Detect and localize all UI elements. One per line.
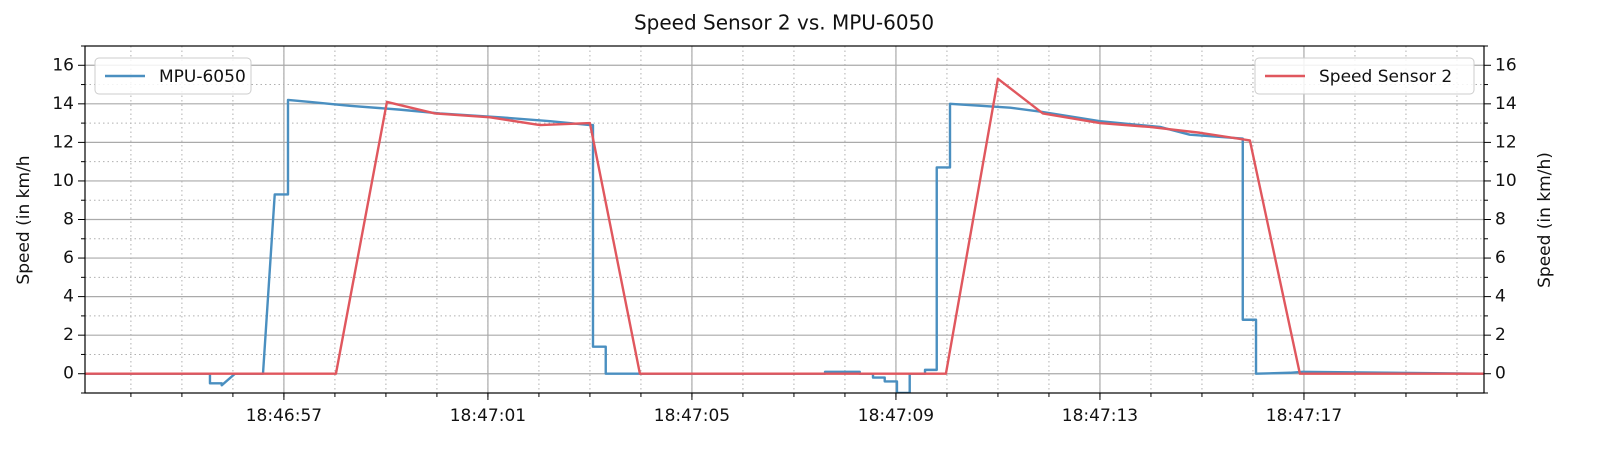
series-line <box>85 98 1484 393</box>
plot-frame <box>84 45 1485 394</box>
y-tick-label: 6 <box>63 248 74 268</box>
y-tick-label: 16 <box>52 55 74 75</box>
legend-label: Speed Sensor 2 <box>1319 67 1452 87</box>
y-tick-label: 4 <box>63 287 74 307</box>
x-tick-label: 18:47:01 <box>450 406 526 426</box>
legend-box <box>94 57 252 95</box>
y-tick-label: 12 <box>52 132 74 152</box>
x-tick-label: 18:47:09 <box>858 406 934 426</box>
y2-axis-label: Speed (in km/h) <box>1535 152 1555 288</box>
x-tick-label: 18:47:13 <box>1062 406 1138 426</box>
y2-tick-label: 0 <box>1495 364 1506 384</box>
series-line <box>85 77 1484 375</box>
plot-area <box>85 77 1484 393</box>
chart-title: Speed Sensor 2 vs. MPU-6050 <box>634 11 934 35</box>
y2-tick-label: 2 <box>1495 325 1506 345</box>
legend-box <box>1254 57 1475 95</box>
y2-tick-label: 10 <box>1495 171 1517 191</box>
y-tick-label: 2 <box>63 325 74 345</box>
y-tick-label: 0 <box>63 364 74 384</box>
x-tick-label: 18:46:57 <box>246 406 322 426</box>
y2-tick-label: 6 <box>1495 248 1506 268</box>
y2-tick-label: 4 <box>1495 287 1506 307</box>
y-tick-label: 8 <box>63 210 74 230</box>
y-axis-label: Speed (in km/h <box>14 155 34 284</box>
y2-tick-label: 14 <box>1495 94 1517 114</box>
y-tick-label: 14 <box>52 94 74 114</box>
y-tick-label: 10 <box>52 171 74 191</box>
y2-tick-label: 8 <box>1495 210 1506 230</box>
x-tick-label: 18:47:05 <box>654 406 730 426</box>
y2-tick-label: 16 <box>1495 55 1517 75</box>
y2-tick-label: 12 <box>1495 132 1517 152</box>
x-tick-label: 18:47:17 <box>1266 406 1342 426</box>
legend-label: MPU-6050 <box>159 67 246 87</box>
